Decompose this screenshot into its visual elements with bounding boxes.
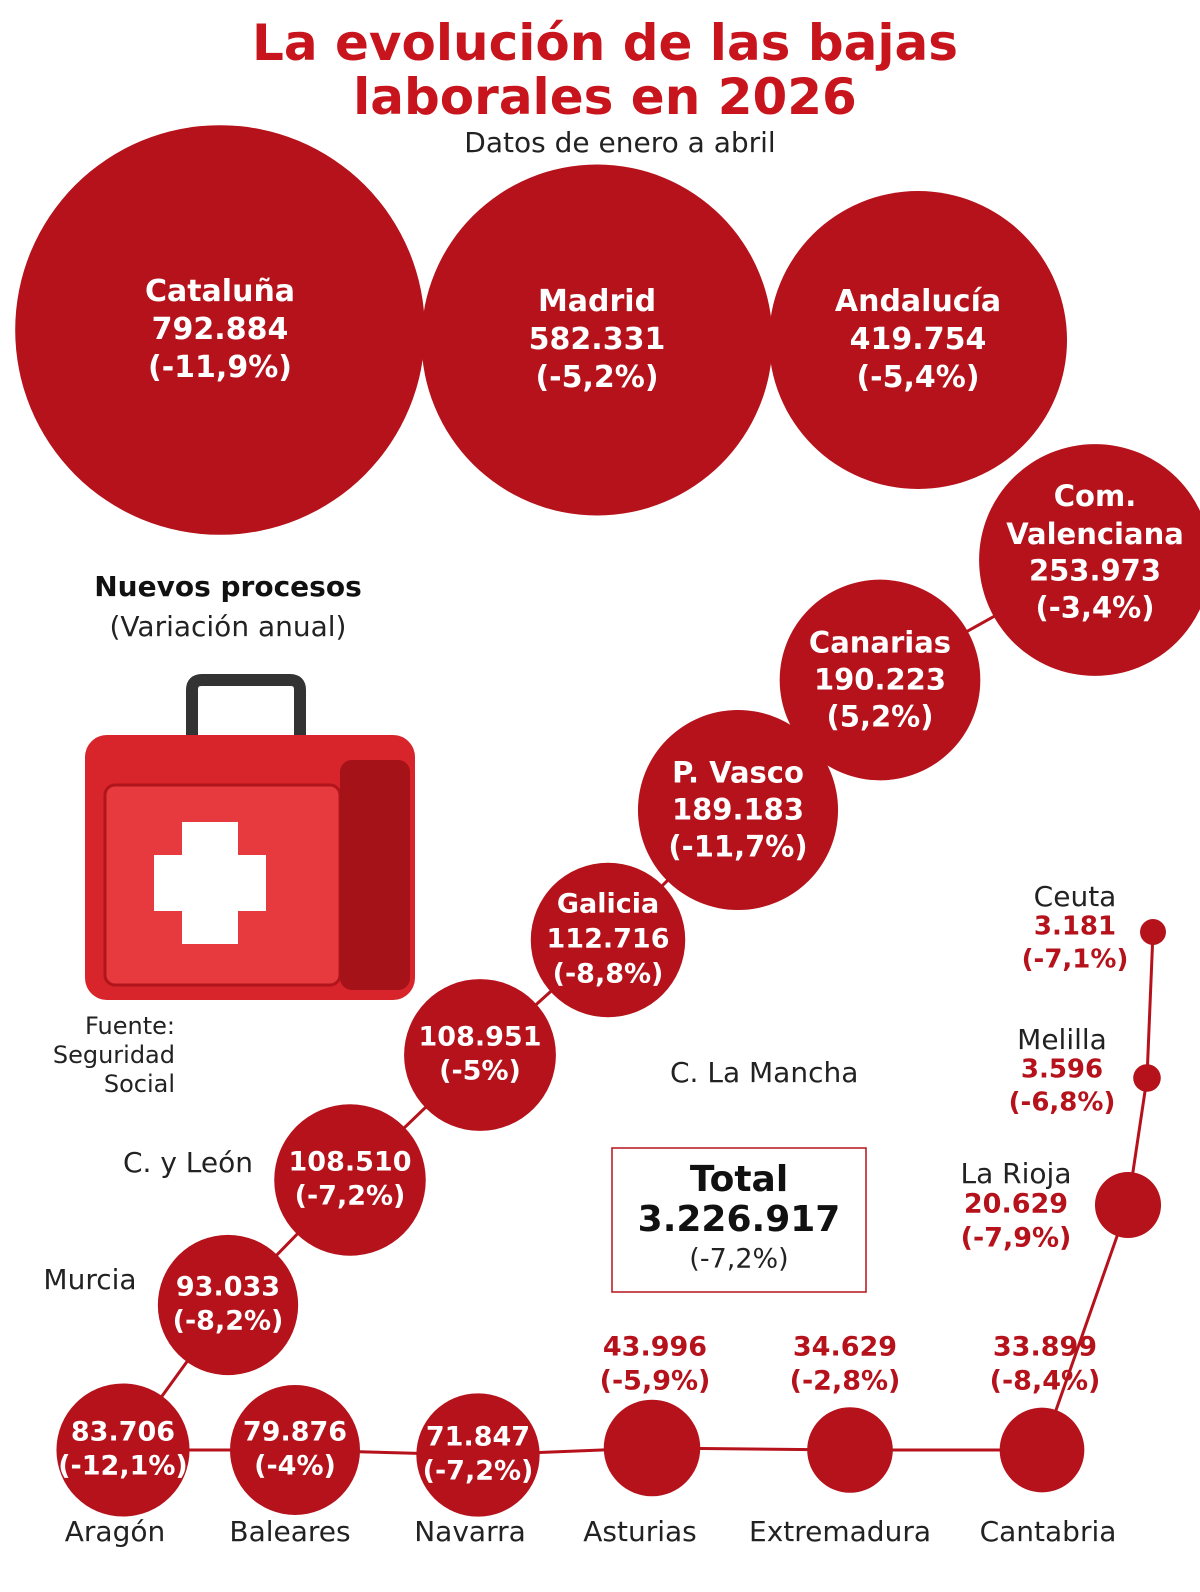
region-name: Cataluña bbox=[144, 273, 296, 309]
region-change: (-5,9%) bbox=[599, 1365, 711, 1397]
region-value: 79.876 bbox=[242, 1416, 348, 1448]
bubble bbox=[404, 979, 556, 1131]
region-name: Com. Valenciana bbox=[1006, 479, 1184, 551]
region-change: (-5%) bbox=[439, 1055, 521, 1087]
region-change: (-4%) bbox=[254, 1450, 336, 1482]
bubble bbox=[768, 190, 1068, 490]
bubble bbox=[56, 1383, 190, 1517]
region-change: (-12,1%) bbox=[58, 1450, 188, 1482]
source: Fuente: Seguridad Social bbox=[52, 1011, 175, 1098]
region-name: C. La Mancha bbox=[670, 1056, 859, 1090]
region-change: (-8,4%) bbox=[989, 1365, 1101, 1397]
region-name: Navarra bbox=[414, 1515, 526, 1549]
region-value: 582.331 bbox=[528, 321, 666, 357]
legend-title: Nuevos procesos bbox=[94, 570, 362, 604]
region-name: La Rioja bbox=[960, 1156, 1072, 1190]
region-value: 792.884 bbox=[151, 311, 289, 347]
bubble bbox=[1094, 1171, 1162, 1239]
region-change: (-7,1%) bbox=[1021, 944, 1129, 975]
region-change: (-7,2%) bbox=[294, 1180, 406, 1212]
bubble bbox=[274, 1104, 426, 1256]
region-name: P. Vasco bbox=[672, 755, 804, 790]
bubble bbox=[530, 862, 686, 1018]
total-label: Total bbox=[689, 1158, 789, 1200]
region-change: (-11,9%) bbox=[148, 350, 292, 386]
region-change: (-2,8%) bbox=[789, 1365, 901, 1397]
region-value: 189.183 bbox=[671, 792, 805, 827]
region-name: Baleares bbox=[229, 1515, 351, 1549]
region-value: 20.629 bbox=[963, 1188, 1069, 1220]
region-value: 112.716 bbox=[546, 923, 670, 955]
total-change: (-7,2%) bbox=[689, 1243, 789, 1275]
region-name: Madrid bbox=[537, 283, 657, 319]
bubble bbox=[603, 1399, 701, 1497]
bubble bbox=[637, 709, 839, 911]
bubble bbox=[421, 164, 773, 516]
region-change: (-8,8%) bbox=[552, 958, 664, 990]
region-value: 93.033 bbox=[175, 1271, 281, 1303]
bubble bbox=[15, 125, 425, 535]
region-change: (-8,2%) bbox=[172, 1305, 284, 1337]
bubble bbox=[157, 1234, 299, 1376]
region-value: 253.973 bbox=[1028, 553, 1162, 588]
region-name: C. y León bbox=[122, 1146, 254, 1180]
bubble bbox=[229, 1384, 361, 1516]
total-value: 3.226.917 bbox=[637, 1198, 841, 1240]
region-name: Ceuta bbox=[1033, 880, 1117, 914]
region-value: 34.629 bbox=[792, 1331, 898, 1363]
bubble bbox=[1140, 919, 1166, 945]
region-change: (-7,2%) bbox=[422, 1455, 534, 1487]
region-value: 108.951 bbox=[418, 1021, 542, 1053]
region-name: Melilla bbox=[1017, 1023, 1107, 1057]
region-value: 43.996 bbox=[602, 1331, 708, 1363]
region-name: Cantabria bbox=[979, 1515, 1117, 1549]
subtitle: Datos de enero a abril bbox=[464, 126, 776, 160]
region-change: (-3,4%) bbox=[1035, 590, 1155, 625]
title: La evolución de las bajas laborales en 2… bbox=[251, 14, 959, 126]
region-value: 3.596 bbox=[1020, 1054, 1104, 1085]
region-change: (-5,4%) bbox=[856, 360, 980, 396]
region-name: Asturias bbox=[583, 1515, 697, 1549]
bubble bbox=[807, 1407, 893, 1493]
region-name: Extremadura bbox=[749, 1515, 931, 1549]
region-value: 71.847 bbox=[425, 1421, 531, 1453]
region-change: (5,2%) bbox=[826, 699, 934, 734]
bubble bbox=[416, 1393, 540, 1517]
region-name: Murcia bbox=[43, 1263, 137, 1297]
region-value: 83.706 bbox=[70, 1416, 176, 1448]
region-value: 190.223 bbox=[813, 662, 947, 697]
region-name: Galicia bbox=[556, 889, 660, 921]
bubble bbox=[1133, 1064, 1161, 1092]
first-aid-kit bbox=[85, 674, 415, 1000]
region-value: 3.181 bbox=[1033, 911, 1117, 942]
legend-subtitle: (Variación anual) bbox=[109, 610, 347, 644]
region-value: 33.899 bbox=[992, 1331, 1098, 1363]
region-change: (-7,9%) bbox=[960, 1223, 1072, 1255]
region-name: Andalucía bbox=[834, 283, 1002, 319]
total-box bbox=[611, 1147, 867, 1293]
bubble bbox=[779, 579, 981, 781]
region-change: (-6,8%) bbox=[1008, 1087, 1116, 1118]
bubble bbox=[999, 1407, 1085, 1493]
region-name: Canarias bbox=[808, 625, 952, 660]
region-change: (-11,7%) bbox=[668, 829, 808, 864]
region-value: 108.510 bbox=[288, 1146, 412, 1178]
bubble bbox=[979, 444, 1200, 676]
region-value: 419.754 bbox=[849, 321, 987, 357]
region-change: (-5,2%) bbox=[535, 360, 659, 396]
region-name: Aragón bbox=[64, 1515, 166, 1549]
